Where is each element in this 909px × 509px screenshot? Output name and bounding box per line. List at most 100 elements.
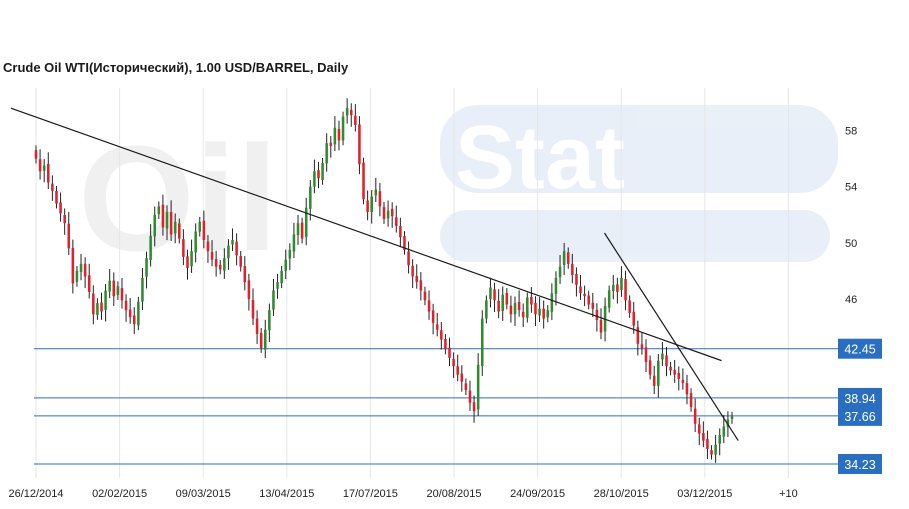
x-tick-label: 28/10/2015 (594, 488, 649, 500)
candle-body (444, 339, 447, 350)
candle-body (235, 241, 238, 256)
candle-body (460, 373, 464, 382)
candle-body (665, 355, 668, 367)
candle-body (247, 280, 251, 299)
candle-body (34, 150, 38, 159)
level-label: 38.94 (844, 392, 875, 406)
candle-body (632, 311, 636, 326)
candle-body (480, 318, 484, 366)
candle-body (239, 255, 242, 267)
candle-body (521, 311, 525, 318)
candle-body (730, 416, 734, 419)
candle-body (75, 270, 79, 282)
candle-body (431, 310, 435, 323)
candle-body (390, 208, 394, 217)
candle-body (366, 200, 369, 212)
y-tick-label: 46 (845, 294, 857, 306)
svg-text:Stat: Stat (455, 108, 625, 208)
candle-body (534, 302, 537, 315)
candle-body (726, 419, 730, 428)
chart-title: Crude Oil WTI(Исторический), 1.00 USD/BA… (3, 60, 349, 75)
candle-body (612, 284, 615, 292)
candle-body (227, 245, 230, 259)
candle-body (685, 383, 689, 395)
trendline (603, 232, 739, 441)
levels (34, 348, 838, 465)
candle-body (104, 290, 107, 310)
candle-body (374, 189, 378, 196)
candle-body (124, 300, 128, 311)
candle-body (349, 109, 353, 116)
trendline (10, 107, 722, 362)
candle-body (198, 221, 202, 232)
candle-body (558, 266, 562, 278)
candles (34, 98, 734, 463)
level-label-box (838, 405, 882, 426)
x-tick-label: 02/02/2015 (92, 488, 147, 500)
candle-body (419, 280, 423, 291)
candle-body (452, 358, 455, 367)
candle-body (435, 324, 439, 330)
candle-body (345, 108, 349, 116)
candle-body (714, 444, 717, 455)
candle-body (693, 408, 697, 424)
candle-body (415, 275, 419, 283)
candle-body (628, 300, 631, 313)
candle-body (186, 256, 189, 269)
y-tick-label: 50 (845, 238, 857, 250)
candle-body (38, 159, 42, 172)
candle-body (362, 162, 365, 200)
candle-body (292, 234, 296, 252)
candle-body (231, 240, 234, 245)
candle-body (718, 434, 721, 444)
candle-body (173, 221, 177, 234)
candle-body (423, 291, 427, 301)
candle-body (562, 251, 566, 265)
candle-body (67, 223, 71, 249)
level-label-box (838, 387, 882, 408)
candle-body (132, 315, 136, 325)
candle-body (337, 128, 341, 141)
trendlines (10, 107, 739, 441)
candle-body (341, 116, 345, 141)
candle-body (259, 332, 263, 349)
candle-body (673, 369, 676, 375)
candle-body (317, 170, 320, 179)
candle-body (448, 347, 451, 358)
level-labels: 42.45 38.94 37.66 34.23 (838, 338, 882, 474)
candle-body (489, 287, 492, 300)
candle-body (382, 206, 386, 219)
candle-body (255, 318, 259, 334)
candle-body (399, 225, 402, 238)
candle-body (309, 186, 312, 209)
candle-body (513, 303, 517, 315)
level-label: 37.66 (844, 410, 875, 424)
candle-body (440, 330, 443, 340)
candle-body (87, 275, 91, 292)
candle-body (468, 390, 472, 403)
candle-body (100, 302, 103, 312)
candle-body (599, 319, 603, 333)
candle-body (550, 293, 554, 312)
candle-body (583, 293, 586, 297)
candle-body (321, 162, 324, 180)
candle-body (96, 303, 99, 315)
candle-body (223, 258, 226, 271)
candle-body (325, 143, 328, 164)
level-label-box (838, 454, 882, 474)
candle-body (464, 383, 468, 391)
candle-body (112, 280, 116, 297)
candle-body (370, 196, 373, 212)
candle-body (526, 297, 529, 318)
candle-body (554, 277, 558, 294)
candle-body (403, 236, 406, 250)
candle-body (587, 295, 590, 305)
candle-body (689, 393, 693, 407)
candle-body (677, 372, 681, 379)
candle-body (55, 190, 58, 204)
candle-body (493, 289, 496, 301)
candle-body (63, 215, 66, 224)
candle-body (427, 300, 431, 312)
candle-body (83, 263, 87, 277)
candle-body (386, 210, 390, 219)
